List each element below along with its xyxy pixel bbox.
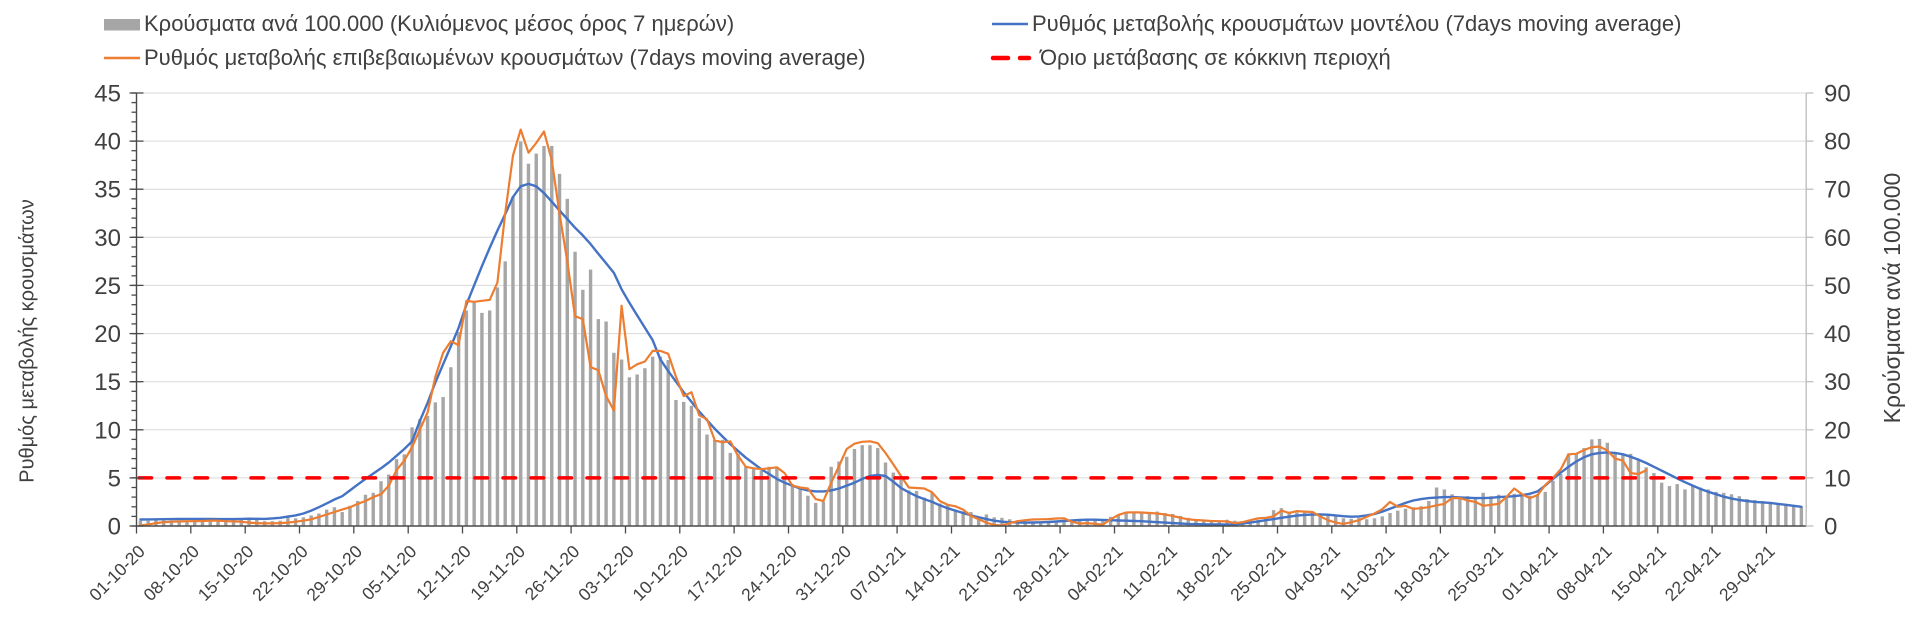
- svg-text:Ρυθμός μεταβολής κρουσμάτων μο: Ρυθμός μεταβολής κρουσμάτων μοντέλου (7d…: [1032, 11, 1681, 36]
- svg-text:90: 90: [1824, 81, 1851, 108]
- svg-text:15: 15: [94, 369, 121, 396]
- svg-text:Κρούσματα ανά 100.000 (Κυλιόμε: Κρούσματα ανά 100.000 (Κυλιόμενος μέσος …: [144, 11, 734, 36]
- svg-text:25: 25: [94, 273, 121, 300]
- svg-text:60: 60: [1824, 225, 1851, 252]
- svg-text:0: 0: [108, 514, 121, 541]
- svg-text:20: 20: [94, 321, 121, 348]
- svg-text:Ρυθμός μεταβολής κρουσμάτων: Ρυθμός μεταβολής κρουσμάτων: [17, 199, 39, 483]
- svg-text:10: 10: [1824, 465, 1851, 492]
- svg-text:80: 80: [1824, 129, 1851, 156]
- svg-text:50: 50: [1824, 273, 1851, 300]
- svg-text:35: 35: [94, 177, 121, 204]
- svg-text:Όριο μετάβασης σε κόκκινη περι: Όριο μετάβασης σε κόκκινη περιοχή: [1039, 45, 1391, 70]
- svg-text:40: 40: [1824, 321, 1851, 348]
- svg-text:Ρυθμός μεταβολής επιβεβαιωμένω: Ρυθμός μεταβολής επιβεβαιωμένων κρουσμάτ…: [144, 45, 866, 70]
- svg-text:10: 10: [94, 417, 121, 444]
- svg-text:0: 0: [1824, 514, 1837, 541]
- svg-text:Κρούσματα ανά 100.000: Κρούσματα ανά 100.000: [1879, 173, 1905, 424]
- svg-text:70: 70: [1824, 177, 1851, 204]
- svg-text:45: 45: [94, 81, 121, 108]
- svg-text:40: 40: [94, 129, 121, 156]
- svg-text:30: 30: [1824, 369, 1851, 396]
- svg-text:20: 20: [1824, 417, 1851, 444]
- svg-text:30: 30: [94, 225, 121, 252]
- svg-text:5: 5: [108, 465, 121, 492]
